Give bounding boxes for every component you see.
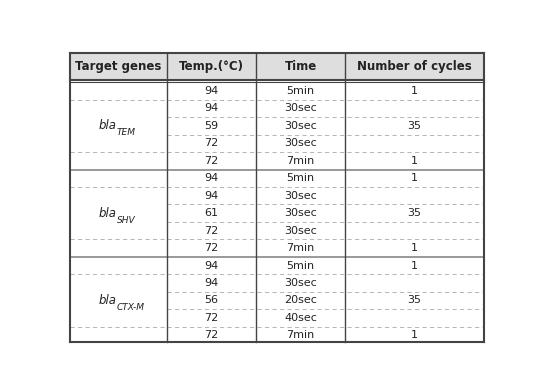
Text: 30sec: 30sec <box>284 208 317 218</box>
Text: Number of cycles: Number of cycles <box>357 60 472 73</box>
Text: bla: bla <box>98 119 116 132</box>
Text: 35: 35 <box>408 121 422 131</box>
Text: 72: 72 <box>204 138 219 148</box>
Text: 5min: 5min <box>287 261 315 270</box>
Text: 35: 35 <box>408 208 422 218</box>
Text: 72: 72 <box>204 313 219 323</box>
Text: 94: 94 <box>204 191 219 201</box>
Text: 7min: 7min <box>286 330 315 340</box>
Text: 30sec: 30sec <box>284 191 317 201</box>
Text: 72: 72 <box>204 156 219 166</box>
Text: 40sec: 40sec <box>284 313 317 323</box>
Text: 94: 94 <box>204 86 219 96</box>
Text: 61: 61 <box>205 208 219 218</box>
FancyBboxPatch shape <box>70 53 484 80</box>
Text: 30sec: 30sec <box>284 138 317 148</box>
Text: 7min: 7min <box>286 243 315 253</box>
Text: Time: Time <box>285 60 316 73</box>
Text: 59: 59 <box>205 121 219 131</box>
Text: TEM: TEM <box>117 128 136 137</box>
Text: Temp.(°C): Temp.(°C) <box>179 60 244 73</box>
Text: CTX-M: CTX-M <box>117 303 145 312</box>
Text: bla: bla <box>98 294 116 307</box>
Text: 30sec: 30sec <box>284 278 317 288</box>
Text: 30sec: 30sec <box>284 121 317 131</box>
Text: 1: 1 <box>411 173 418 183</box>
Text: 1: 1 <box>411 243 418 253</box>
Text: 94: 94 <box>204 278 219 288</box>
Text: 94: 94 <box>204 261 219 270</box>
Text: 20sec: 20sec <box>284 296 317 305</box>
Text: 35: 35 <box>408 296 422 305</box>
Text: 72: 72 <box>204 226 219 236</box>
Text: 30sec: 30sec <box>284 226 317 236</box>
Text: 1: 1 <box>411 261 418 270</box>
Text: 1: 1 <box>411 156 418 166</box>
Text: 72: 72 <box>204 243 219 253</box>
Text: 7min: 7min <box>286 156 315 166</box>
Text: 5min: 5min <box>287 86 315 96</box>
Text: 56: 56 <box>205 296 219 305</box>
Text: SHV: SHV <box>117 216 135 224</box>
Text: 5min: 5min <box>287 173 315 183</box>
Text: 1: 1 <box>411 330 418 340</box>
Text: Target genes: Target genes <box>75 60 161 73</box>
Text: bla: bla <box>98 207 116 220</box>
Text: 72: 72 <box>204 330 219 340</box>
Text: 30sec: 30sec <box>284 103 317 114</box>
Text: 1: 1 <box>411 86 418 96</box>
Text: 94: 94 <box>204 173 219 183</box>
Text: 94: 94 <box>204 103 219 114</box>
